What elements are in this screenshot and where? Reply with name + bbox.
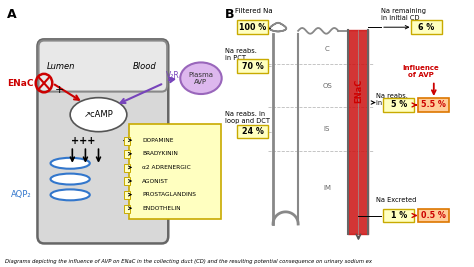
Text: IS: IS [324,126,330,132]
Text: 5.5 %: 5.5 % [421,100,446,109]
FancyBboxPatch shape [129,124,220,219]
FancyBboxPatch shape [237,20,268,34]
Text: Plasma
AVP: Plasma AVP [189,72,213,85]
Bar [124,191,130,199]
Text: Lumen: Lumen [47,62,76,70]
FancyBboxPatch shape [237,125,268,139]
Text: +++: +++ [71,136,95,146]
FancyBboxPatch shape [38,41,167,92]
Text: Filtered Na: Filtered Na [235,8,273,14]
Bar [124,177,130,185]
Text: −: − [122,135,132,148]
Text: BRADYKININ: BRADYKININ [142,151,178,156]
FancyBboxPatch shape [37,39,168,244]
Ellipse shape [51,158,90,169]
Text: ENaC: ENaC [354,78,363,103]
Text: PROSTAGLANDINS: PROSTAGLANDINS [142,192,196,197]
Text: 5 %: 5 % [391,100,407,109]
Bar [124,164,130,172]
Text: 0.5 %: 0.5 % [421,211,446,220]
Ellipse shape [180,62,222,94]
Ellipse shape [51,189,90,200]
Ellipse shape [70,98,127,132]
Text: 1 %: 1 % [391,211,407,220]
Ellipse shape [51,174,90,184]
Bar [124,205,130,213]
Text: AQP₂: AQP₂ [11,190,32,199]
Text: 24 %: 24 % [242,127,264,136]
Text: C: C [325,46,329,52]
Bar [124,150,130,158]
FancyBboxPatch shape [419,98,449,112]
Text: Diagrams depicting the influence of AVP on ENaC in the collecting duct (CD) and : Diagrams depicting the influence of AVP … [5,259,372,264]
Text: IM: IM [323,184,331,191]
Text: Na reabs. in
loop and DCT: Na reabs. in loop and DCT [225,111,270,124]
Text: Blood: Blood [132,62,156,70]
Bar [124,136,130,144]
Text: Na reabs.
in CD: Na reabs. in CD [376,93,408,106]
Text: α2 ADRENERGIC: α2 ADRENERGIC [142,165,191,170]
Text: ↗cAMP: ↗cAMP [83,110,113,119]
Text: 6 %: 6 % [418,23,434,32]
Text: B: B [225,8,235,21]
FancyBboxPatch shape [411,20,442,34]
Text: OS: OS [322,83,332,89]
Text: 100 %: 100 % [239,23,266,32]
Text: Na reabs.
in PCT: Na reabs. in PCT [225,48,257,61]
FancyBboxPatch shape [383,209,414,222]
FancyBboxPatch shape [383,98,414,112]
Text: 70 %: 70 % [242,62,264,70]
Text: V₂R: V₂R [166,71,180,80]
FancyBboxPatch shape [237,59,268,73]
Text: DOPAMINE: DOPAMINE [142,138,173,143]
FancyBboxPatch shape [419,209,449,222]
Text: AGONIST: AGONIST [142,179,169,183]
Text: Na remaining
in initial CD: Na remaining in initial CD [381,8,426,21]
Text: Na Excreted: Na Excreted [376,197,416,203]
Text: Influence
of AVP: Influence of AVP [403,65,439,78]
Text: +: + [55,85,64,95]
Text: ENaC: ENaC [7,78,34,88]
Text: A: A [7,8,17,21]
Text: ENDOTHELIN: ENDOTHELIN [142,206,181,211]
